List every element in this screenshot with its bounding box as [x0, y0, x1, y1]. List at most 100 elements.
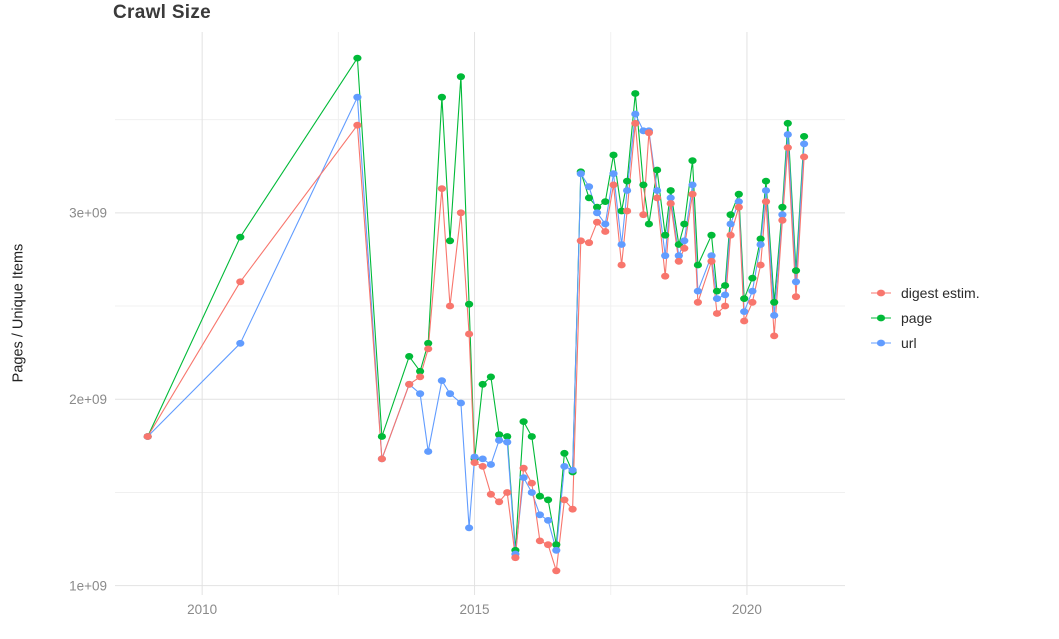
data-point-page: [693, 261, 703, 269]
series-line-digest-estim: [147, 122, 805, 572]
data-point-url: [783, 131, 792, 138]
data-point-url: [688, 181, 697, 189]
data-point-digest-estim: [617, 261, 626, 269]
legend-key-icon: [871, 314, 891, 321]
chart-title: Crawl Size: [113, 2, 212, 23]
data-point-page: [465, 300, 474, 308]
data-point-url: [740, 308, 749, 315]
data-point-digest-estim: [470, 459, 479, 466]
data-point-page: [666, 187, 675, 194]
data-point-page: [644, 220, 654, 228]
data-point-url: [544, 517, 553, 524]
data-point-digest-estim: [560, 496, 569, 504]
data-point-url: [519, 474, 528, 481]
data-point-page: [503, 433, 512, 440]
data-point-digest-estim: [511, 554, 520, 562]
data-point-page: [495, 431, 504, 439]
data-point-page: [734, 190, 743, 198]
data-point-url: [653, 187, 662, 194]
data-point-digest-estim: [748, 298, 757, 306]
data-point-page: [748, 274, 757, 282]
data-point-digest-estim: [688, 190, 697, 198]
data-point-digest-estim: [693, 298, 703, 306]
data-point-page: [236, 233, 245, 241]
data-point-page: [544, 496, 553, 504]
data-point-url: [527, 489, 536, 496]
data-point-page: [416, 367, 425, 375]
y-tick-label: 2e+09: [69, 392, 107, 407]
data-point-digest-estim: [486, 490, 495, 498]
data-point-digest-estim: [416, 373, 425, 381]
data-point-digest-estim: [576, 237, 585, 245]
data-point-url: [456, 399, 465, 407]
data-point-digest-estim: [740, 317, 749, 325]
data-point-url: [726, 220, 735, 228]
legend-item-url: url: [868, 332, 980, 353]
legend-label: url: [901, 334, 917, 351]
data-point-page: [353, 54, 362, 62]
data-point-digest-estim: [761, 198, 771, 206]
data-point-page: [653, 166, 662, 174]
data-point-page: [680, 220, 689, 228]
data-point-digest-estim: [661, 272, 670, 280]
data-point-digest-estim: [527, 479, 536, 487]
data-point-url: [770, 312, 779, 319]
y-tick-label: 3e+09: [69, 205, 107, 220]
legend-key-dot: [876, 339, 886, 346]
data-point-page: [791, 267, 801, 274]
data-point-digest-estim: [680, 244, 689, 252]
data-point-url: [424, 448, 433, 455]
data-point-url: [593, 209, 602, 217]
data-point-digest-estim: [495, 498, 504, 506]
data-point-page: [519, 418, 528, 425]
data-point-url: [800, 140, 809, 148]
data-point-url: [535, 511, 545, 519]
data-point-url: [478, 455, 487, 463]
data-point-page: [609, 151, 618, 159]
data-point-page: [377, 433, 386, 440]
data-point-digest-estim: [143, 433, 152, 440]
data-point-digest-estim: [778, 216, 787, 224]
data-point-digest-estim: [405, 380, 414, 388]
data-point-digest-estim: [445, 302, 455, 310]
data-point-digest-estim: [377, 455, 386, 463]
data-point-url: [756, 241, 765, 248]
data-point-url: [693, 287, 703, 295]
data-point-digest-estim: [609, 181, 618, 189]
data-point-digest-estim: [631, 119, 640, 127]
data-point-page: [552, 541, 561, 549]
data-point-url: [609, 170, 618, 178]
data-point-url: [236, 339, 245, 347]
legend-item-page: page: [868, 307, 980, 328]
data-point-url: [712, 295, 722, 302]
data-point-url: [601, 220, 610, 228]
data-point-url: [445, 390, 455, 398]
data-point-url: [503, 438, 512, 446]
data-point-url: [353, 93, 362, 101]
data-point-url: [576, 170, 585, 178]
legend-key-dot: [876, 289, 886, 296]
series-line-page: [147, 57, 805, 551]
legend-item-digest-estim: digest estim.: [868, 282, 980, 303]
data-point-url: [680, 237, 689, 245]
data-point-digest-estim: [236, 278, 245, 286]
data-point-url: [721, 291, 730, 299]
data-point-page: [783, 119, 792, 127]
data-point-url: [584, 183, 594, 191]
data-point-digest-estim: [437, 185, 446, 193]
data-point-page: [437, 93, 446, 101]
data-point-url: [486, 461, 495, 468]
series-line-url: [147, 96, 805, 555]
data-point-digest-estim: [456, 209, 465, 217]
data-point-digest-estim: [544, 541, 553, 549]
data-point-digest-estim: [666, 200, 675, 207]
x-tick-label: 2015: [460, 602, 490, 617]
data-point-digest-estim: [623, 207, 632, 215]
data-point-digest-estim: [644, 129, 654, 137]
data-point-url: [437, 377, 446, 384]
data-point-digest-estim: [734, 203, 743, 211]
data-point-digest-estim: [478, 463, 487, 470]
data-point-digest-estim: [674, 257, 683, 265]
